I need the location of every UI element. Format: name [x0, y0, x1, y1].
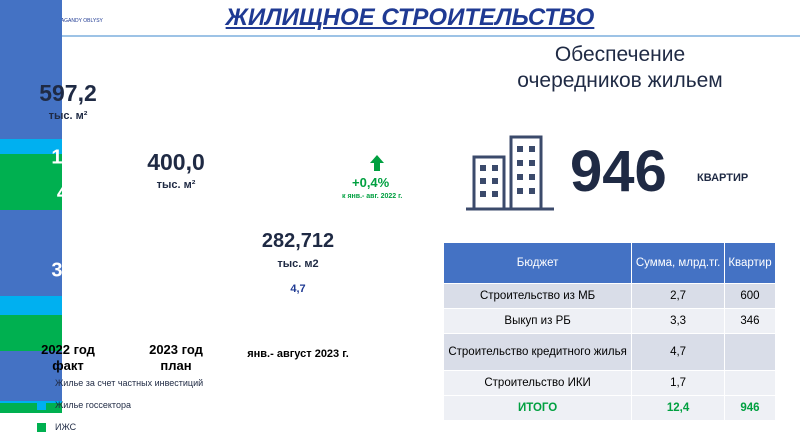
- bar-segment: [0, 315, 62, 351]
- data-label: 159: [51, 146, 85, 169]
- table-cell: 600: [723, 283, 777, 309]
- table-row: Выкуп из РБ 3,3 346: [442, 308, 777, 334]
- bar-segment: [0, 401, 62, 403]
- annotation-note: к янв.- авг. 2022 г.: [342, 193, 403, 200]
- legend-label: Жилье госсектора: [55, 400, 131, 410]
- bar-segment: [0, 402, 62, 414]
- table-cell: 946: [723, 395, 777, 421]
- bar-segment: [0, 295, 62, 316]
- table-cell: [723, 333, 777, 371]
- bar-segment: [0, 350, 62, 402]
- data-label: 29,2: [287, 268, 309, 281]
- bar-segment: [0, 154, 62, 210]
- total-label: 400,0: [147, 149, 205, 176]
- table-row: ИТОГО 12,4 946: [442, 395, 777, 421]
- data-label: 143,8: [284, 308, 312, 321]
- table-cell: Строительство кредитного жилья: [442, 333, 633, 371]
- total-label: 282,712: [261, 229, 335, 252]
- bar-segment: [0, 0, 62, 139]
- table-cell: 12,4: [631, 395, 725, 421]
- data-label: 244: [159, 285, 193, 308]
- total-label: 597,2: [39, 80, 97, 107]
- category-label: янв.- август 2023 г.: [247, 348, 349, 360]
- legend-swatch: [37, 379, 46, 389]
- housing-title-line: Обеспечение: [554, 43, 686, 66]
- data-label: 44: [56, 182, 80, 205]
- data-label: 4,7: [290, 282, 306, 295]
- table-cell: Строительство ИКИ: [442, 370, 633, 396]
- table-cell: 346: [723, 308, 777, 334]
- bar-segment: [0, 138, 62, 154]
- logo-text: QARAGANDY OBLYSY: [50, 18, 104, 24]
- header-cell: Бюджет: [442, 242, 633, 284]
- total-unit: тыс. м2: [277, 257, 319, 270]
- legend-entry: Жилье госсектора: [37, 400, 131, 411]
- table-cell: 3,3: [631, 308, 725, 334]
- up-arrow: [370, 155, 384, 171]
- table-cell: ИТОГО: [442, 395, 633, 421]
- legend-entry: Жилье за счет частных инвестиций: [37, 378, 204, 389]
- table-cell: [723, 370, 777, 396]
- header-cell: Сумма, млрд.тг.: [631, 242, 725, 284]
- header-cell: Квартир: [723, 242, 777, 284]
- chart: 394 44 159 597,2 тыс. м² 2022 год факт 244 56 10…: [0, 0, 349, 433]
- housing-title-line: очередников жильем: [517, 69, 723, 92]
- total-unit: тыс. м²: [156, 179, 196, 192]
- table-cell: Строительство из МБ: [442, 283, 633, 309]
- table-cell: 4,7: [631, 333, 725, 371]
- data-label: 56: [164, 232, 188, 255]
- table-cell: 1,7: [631, 370, 725, 396]
- legend-swatch: [37, 401, 46, 411]
- legend-entry: ИЖС: [37, 422, 77, 433]
- slide-title: ЖИЛИЩНОЕ СТРОИТЕЛЬСТВО: [225, 4, 595, 31]
- data-label: 100: [159, 205, 193, 228]
- legend-swatch: [37, 423, 46, 433]
- table-row: Строительство кредитного жилья 4,7: [442, 333, 777, 371]
- housing-unit: КВАРТИР: [697, 172, 749, 184]
- data-label: 394: [51, 259, 85, 282]
- housing-title: Обеспечение очередников жильем: [470, 42, 770, 94]
- table-cell: 2,7: [631, 283, 725, 309]
- legend-label: ИЖС: [55, 422, 77, 432]
- table-cell: Выкуп из РБ: [442, 308, 633, 334]
- table-row: Строительство из МБ 2,7 600: [442, 283, 777, 309]
- annotation: +0,4%: [352, 175, 390, 190]
- category-label: 2022 год факт: [41, 342, 95, 373]
- budget-table: Бюджет Сумма, млрд.тг. Квартир Строительств…: [442, 242, 777, 421]
- category-label: 2023 год план: [149, 342, 203, 373]
- housing-count: 946: [570, 139, 667, 204]
- header-row: Бюджет Сумма, млрд.тг. Квартир: [442, 242, 777, 284]
- table-row: Строительство ИКИ 1,7: [442, 370, 777, 396]
- building-icon: [466, 135, 554, 211]
- total-unit: тыс. м²: [48, 110, 88, 123]
- legend-label: Жилье за счет частных инвестиций: [55, 378, 204, 388]
- bar-segment: [0, 209, 62, 296]
